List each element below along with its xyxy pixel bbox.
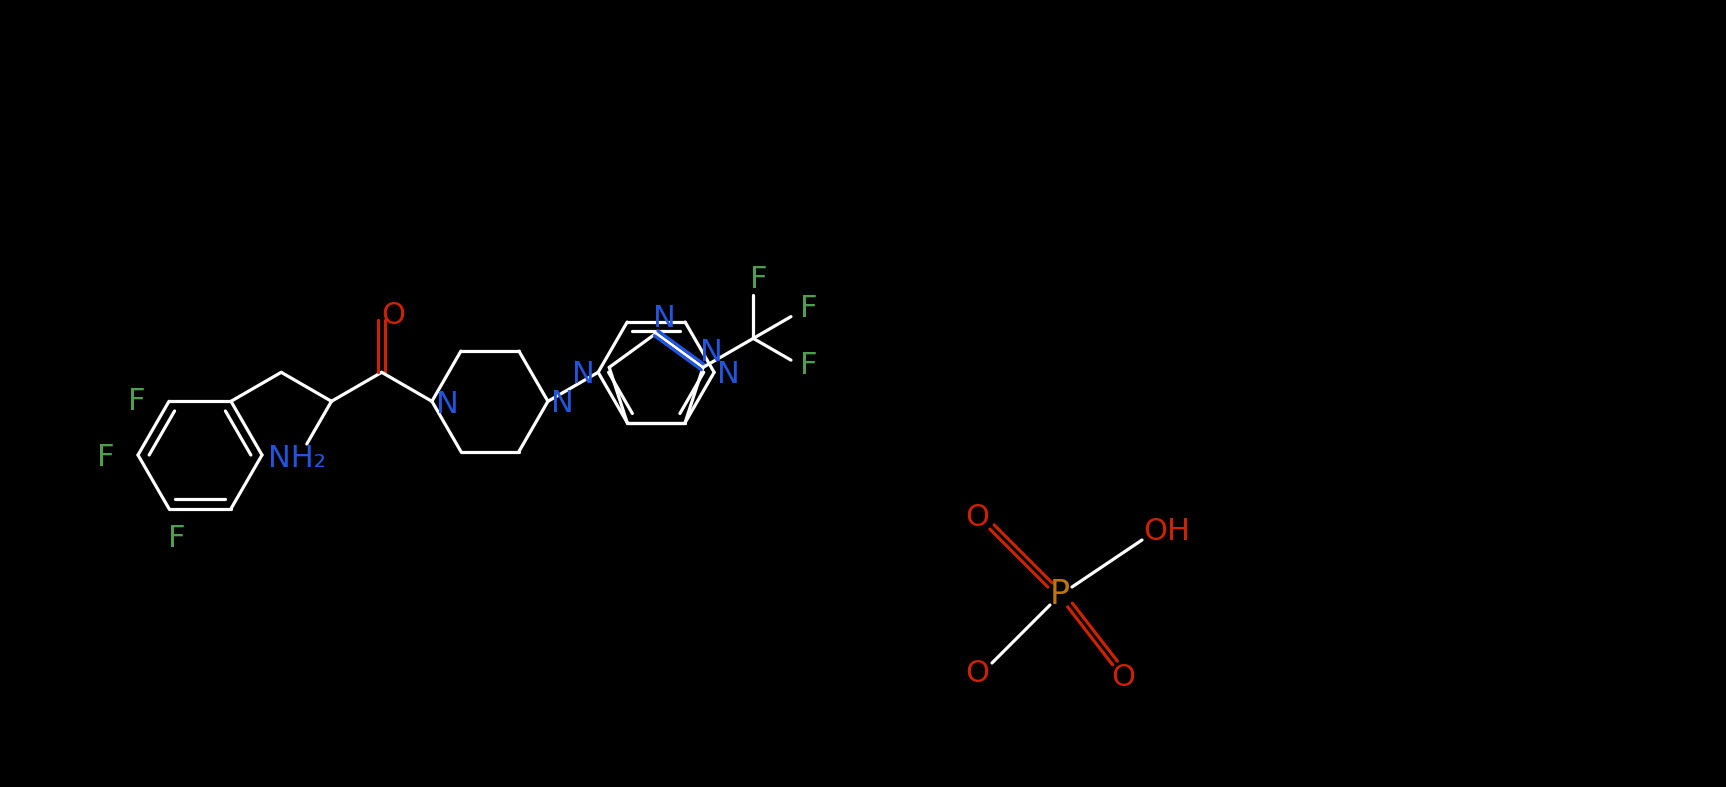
- Text: F: F: [801, 351, 818, 379]
- Text: N: N: [699, 338, 723, 367]
- Text: F: F: [749, 265, 766, 294]
- Text: P: P: [1049, 578, 1070, 611]
- Text: O: O: [965, 659, 989, 688]
- Text: O: O: [1112, 663, 1136, 693]
- Text: F: F: [167, 524, 186, 553]
- Text: F: F: [97, 442, 114, 471]
- Text: N: N: [435, 390, 459, 419]
- Text: N: N: [571, 360, 594, 389]
- Text: N: N: [551, 389, 573, 418]
- Text: O: O: [965, 503, 989, 531]
- Text: F: F: [128, 386, 145, 416]
- Text: N: N: [652, 304, 675, 333]
- Text: OH: OH: [1144, 518, 1191, 546]
- Text: F: F: [801, 294, 818, 323]
- Text: N: N: [716, 360, 739, 389]
- Text: NH₂: NH₂: [268, 444, 326, 472]
- Text: O: O: [381, 301, 406, 330]
